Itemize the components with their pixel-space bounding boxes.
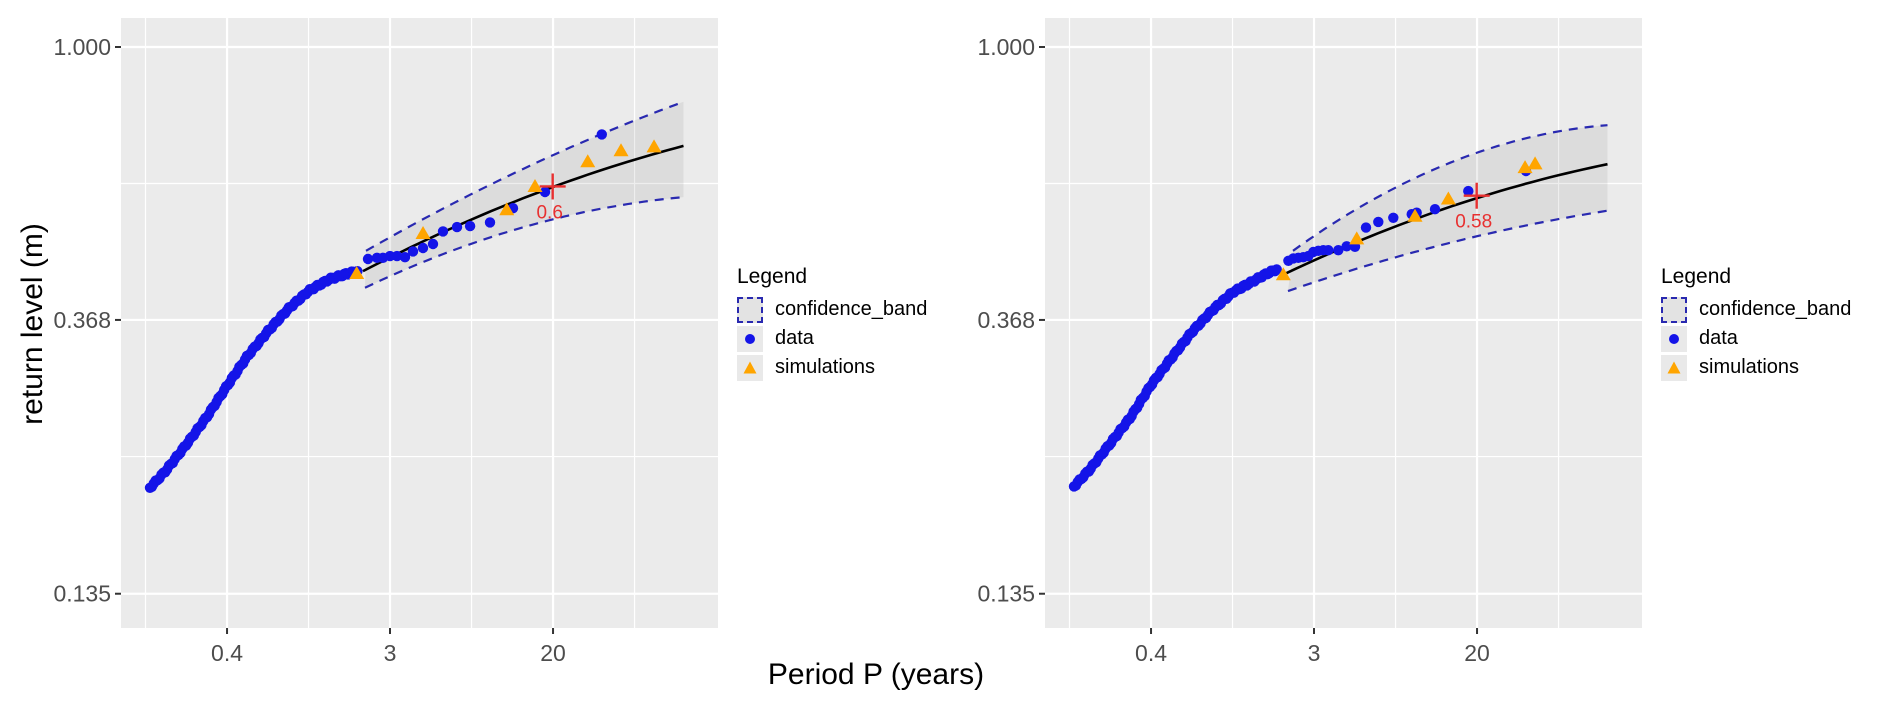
simulation-point (1349, 231, 1365, 245)
legend-title: Legend (737, 265, 808, 288)
simulation-point (527, 179, 543, 193)
data-point (1429, 204, 1441, 215)
left-panel: 0.4 3 20 1.000 0.368 0.135 0.6 (53, 18, 718, 666)
data-point (484, 217, 496, 228)
data-point (464, 220, 476, 232)
legend-item-label: confidence_band (1699, 298, 1852, 320)
data-point (596, 129, 607, 140)
estimate-label: 0.6 (536, 202, 562, 223)
data-point (1333, 245, 1344, 256)
x-tick-label: 0.4 (211, 640, 243, 666)
simulation-point (1440, 191, 1456, 205)
simulation-point (349, 266, 365, 280)
legend-item-label: confidence_band (775, 298, 928, 320)
legend-item-confidence-band: confidence_band (1661, 295, 1891, 324)
right-panel: 0.4 3 20 1.000 0.368 0.135 0.58 (977, 18, 1642, 666)
data-point (427, 238, 439, 250)
simulation-point (415, 225, 431, 239)
simulation-point (1517, 160, 1533, 174)
data-point (437, 226, 449, 237)
simulation-point (1275, 267, 1291, 281)
confidence-band-key-icon (737, 296, 763, 323)
data-point (1463, 185, 1474, 197)
data-point (539, 186, 551, 198)
legend-item-simulations: simulations (737, 353, 967, 382)
y-tick-label: 0.368 (53, 307, 111, 333)
y-axis-title: return level (m) (16, 223, 49, 425)
legend-item-confidence-band: confidence_band (737, 295, 967, 324)
simulation-triangle-key-icon (1661, 354, 1687, 381)
legend-title: Legend (1661, 265, 1732, 288)
simulation-point (499, 202, 515, 216)
confidence-band-key-icon (1661, 296, 1687, 323)
confidence-band-upper (1292, 124, 1608, 252)
data-point (1388, 212, 1399, 223)
panel-background (121, 18, 718, 628)
legend-left: Legend confidence_band data simulations (737, 262, 967, 382)
simulation-point (1527, 156, 1543, 170)
x-tick-label: 20 (1464, 640, 1490, 666)
confidence-band-lower (1287, 209, 1608, 293)
legend-right: Legend confidence_band data simulations (1661, 262, 1891, 382)
confidence-band-lower (364, 196, 684, 289)
data-point (1373, 216, 1384, 228)
x-axis-title: Period P (years) (767, 658, 985, 691)
data-point (1271, 264, 1282, 275)
x-tick-label: 3 (1308, 640, 1321, 666)
x-tick-label: 0.4 (1135, 640, 1167, 666)
y-tick-label: 1.000 (977, 34, 1035, 60)
y-tick-label: 1.000 (53, 34, 111, 60)
data-point (417, 242, 429, 254)
simulation-point (1407, 208, 1423, 222)
legend-item-label: simulations (1699, 356, 1800, 378)
legend-item-data: data (737, 324, 967, 353)
x-tick-label: 20 (540, 640, 566, 666)
simulation-point (613, 143, 629, 157)
y-tick-label: 0.368 (977, 307, 1035, 333)
data-point (451, 221, 463, 233)
data-point-key-icon (1661, 325, 1687, 352)
legend-item-simulations: simulations (1661, 353, 1891, 382)
panel-background (1045, 18, 1642, 628)
confidence-band-fill (365, 101, 684, 288)
legend-item-label: data (775, 327, 814, 349)
legend-item-data: data (1661, 324, 1891, 353)
simulation-point (580, 154, 596, 168)
data-point (399, 252, 411, 263)
data-point-key-icon (737, 325, 763, 352)
legend-item-label: data (1699, 327, 1738, 349)
confidence-band-upper (365, 100, 684, 252)
data-point (407, 246, 419, 257)
data-point (1360, 222, 1372, 233)
legend-item-label: simulations (775, 356, 876, 378)
simulation-point (646, 139, 662, 153)
x-tick-label: 3 (384, 640, 397, 666)
y-tick-label: 0.135 (53, 581, 111, 607)
data-point (1323, 245, 1334, 256)
fit-line (362, 144, 684, 273)
y-tick-label: 0.135 (977, 581, 1035, 607)
data-point (391, 250, 403, 262)
data-point (362, 253, 374, 265)
data-point (1341, 241, 1352, 252)
estimate-label: 0.58 (1455, 212, 1492, 233)
simulation-triangle-key-icon (737, 354, 763, 381)
